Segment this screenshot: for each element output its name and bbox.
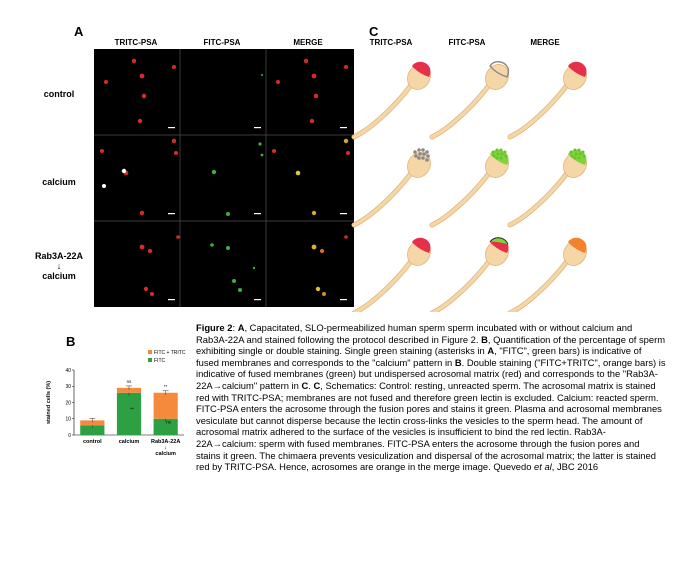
micrograph-calcium-merge — [272, 138, 350, 216]
chart-y-tick-label: 20 — [65, 400, 71, 406]
micrograph-rab3a-tritc — [139, 235, 180, 301]
sperm-fitc-row-1 — [429, 61, 510, 140]
significance-label: ** — [164, 384, 168, 389]
row-label-text: control — [43, 89, 75, 99]
chart-x-category-sublabel: ↓ — [164, 445, 167, 451]
micrograph-grid — [94, 49, 354, 307]
sperm-fitc-row-3 — [429, 237, 509, 312]
row-label-text: calcium — [42, 177, 76, 187]
sperm-merge-row-3 — [507, 237, 587, 312]
sperm-merge-row-2 — [507, 148, 587, 228]
legend-swatch — [148, 358, 152, 362]
sperm-tritc-row-2 — [351, 148, 431, 228]
legend-label: FITC + TRITC — [154, 350, 186, 356]
caption-text: Figure 2: A, Capacitated, SLO-permeabili… — [196, 322, 666, 473]
micrograph-rab3a-merge — [311, 235, 348, 301]
stacked-bar-chart: stained cells (%) 0 10 20 30 40 control calcium… — [46, 350, 186, 457]
sperm-tritc-row-3 — [351, 237, 431, 312]
sperm-merge-row-1 — [507, 61, 587, 140]
sperm-fitc-row-2 — [429, 148, 509, 228]
significance-label: ** — [130, 407, 134, 412]
significance-label: ns — [166, 420, 172, 425]
row-label-arrow: ↓ — [56, 261, 62, 271]
panel-a-column-header-merge: MERGE — [293, 38, 323, 47]
chart-ylabel: stained cells (%) — [46, 381, 52, 424]
chart-x-category-sublabel: calcium — [155, 451, 176, 457]
micrograph-calcium-fitc — [211, 142, 264, 216]
row-label-control: control — [24, 89, 94, 99]
caption-label: Figure 2 — [196, 322, 233, 333]
bar-Rab3A-22A-fitc-tritc — [153, 392, 178, 419]
panel-b-letter: B — [66, 334, 76, 349]
panel-c-column-header-fitc: FITC-PSA — [448, 38, 486, 47]
figure-caption: Figure 2: A, Capacitated, SLO-permeabili… — [196, 322, 666, 473]
bar-calcium-fitc-tritc — [116, 387, 142, 393]
panel-a-column-header-fitc: FITC-PSA — [203, 38, 241, 47]
panel-c-column-header-merge: MERGE — [530, 38, 560, 47]
micrograph-rab3a-fitc — [210, 243, 261, 301]
chart-x-category-label: Rab3A-22A — [151, 439, 180, 445]
panel-c-column-header-tritc: TRITC-PSA — [369, 38, 413, 47]
chart-x-category-label: calcium — [119, 439, 140, 445]
micrograph-control-merge — [276, 58, 348, 129]
legend-swatch — [148, 350, 152, 354]
panel-a-column-header-tritc: TRITC-PSA — [114, 38, 158, 47]
bar-calcium-fitc — [116, 392, 142, 435]
chart-y-tick-label: 0 — [68, 433, 71, 439]
micrograph-control-fitc — [254, 73, 264, 129]
row-label-text: Rab3A-22A — [34, 251, 83, 261]
row-label-text: calcium — [42, 271, 76, 281]
panel-c-letter: C — [369, 24, 379, 39]
caption-italic: et al — [534, 461, 552, 473]
sperm-schematics — [351, 61, 587, 312]
significance-label: ns — [127, 379, 133, 384]
row-label-calcium: calcium — [24, 177, 94, 187]
bar-control-fitc-tritc — [80, 420, 105, 426]
micrograph-control-tritc — [104, 58, 176, 129]
chart-y-tick-label: 40 — [65, 368, 71, 374]
bar-Rab3A-22A-fitc — [153, 418, 178, 435]
chart-x-category-label: control — [83, 439, 102, 445]
row-label-rab3a-calcium: Rab3A-22A ↓ calcium — [24, 251, 94, 281]
panel-a-letter: A — [74, 24, 84, 39]
micrograph-calcium-tritc — [100, 138, 178, 216]
legend-label: FITC — [154, 358, 165, 364]
sperm-tritc-row-1 — [351, 61, 431, 140]
chart-y-tick-label: 10 — [65, 417, 71, 423]
bar-control-fitc — [80, 425, 105, 435]
chart-y-tick-label: 30 — [65, 384, 71, 390]
